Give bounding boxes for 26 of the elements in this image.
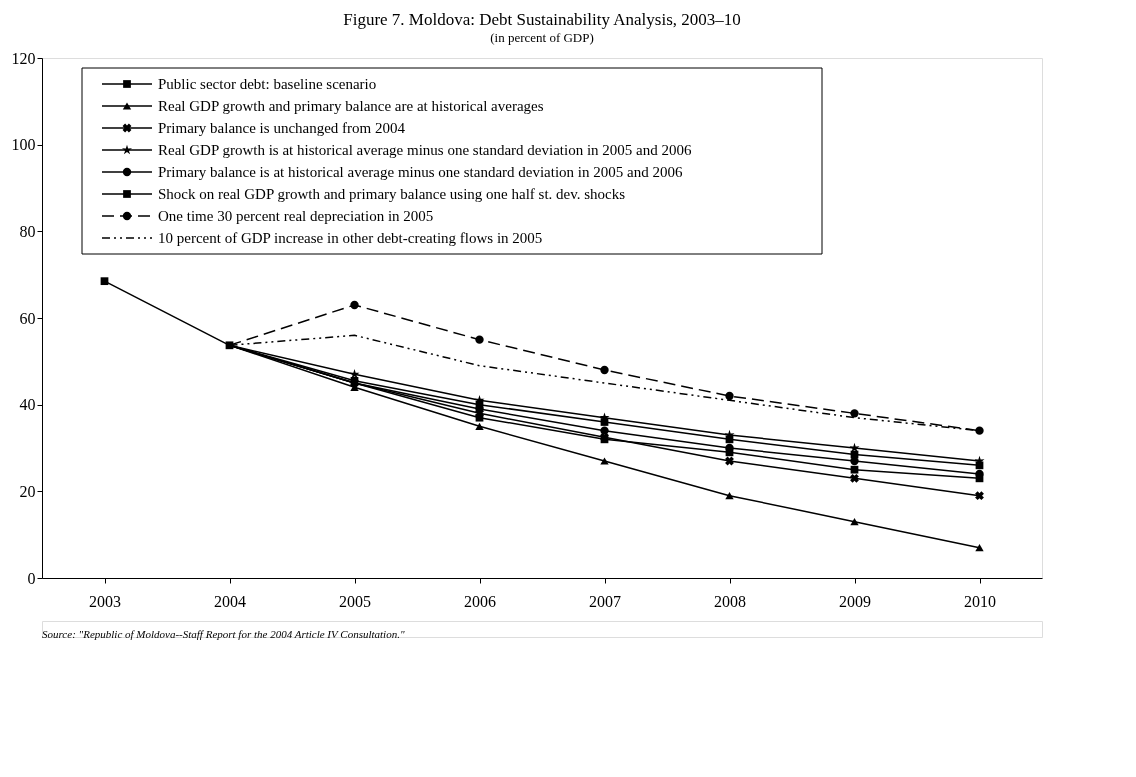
y-tick-label: 60 — [19, 309, 36, 327]
legend-label: Public sector debt: baseline scenario — [158, 76, 377, 92]
legend-label: 10 percent of GDP increase in other debt-creating flows in 2005 — [158, 230, 543, 246]
x-tick-label: 2006 — [464, 592, 496, 610]
legend-label: Real GDP growth is at historical average minus one standard deviation in 2005 and 2006 — [158, 142, 692, 158]
x-tick-label: 2008 — [714, 592, 746, 610]
chart-title: Figure 7. Moldova: Debt Sustainability Analysis, 2003–10 — [343, 10, 741, 29]
y-tick-label: 40 — [19, 396, 36, 414]
legend-label: Primary balance is at historical average minus one standard deviation in 2005 and 2006 — [158, 164, 683, 180]
y-tick-label: 120 — [11, 49, 36, 67]
legend-label: One time 30 percent real depreciation in 2005 — [158, 208, 434, 224]
x-tick-label: 2010 — [964, 592, 996, 610]
chart-subtitle: (in percent of GDP) — [490, 30, 594, 45]
y-tick-label: 100 — [11, 136, 36, 154]
x-tick-label: 2004 — [214, 592, 246, 610]
x-tick-label: 2007 — [589, 592, 621, 610]
legend-label: Primary balance is unchanged from 2004 — [158, 120, 406, 136]
x-tick-label: 2005 — [339, 592, 371, 610]
y-tick-label: 0 — [27, 569, 36, 587]
y-tick-label: 20 — [19, 482, 36, 500]
legend-label: Shock on real GDP growth and primary balance using one half st. dev. shocks — [158, 186, 626, 202]
source-note: Source: "Republic of Moldova--Staff Report for the 2004 Article IV Consultation." — [42, 628, 405, 640]
legend-label: Real GDP growth and primary balance are at historical averages — [158, 98, 544, 114]
y-tick-label: 80 — [19, 222, 36, 240]
x-tick-label: 2003 — [89, 592, 121, 610]
x-tick-label: 2009 — [839, 592, 871, 610]
